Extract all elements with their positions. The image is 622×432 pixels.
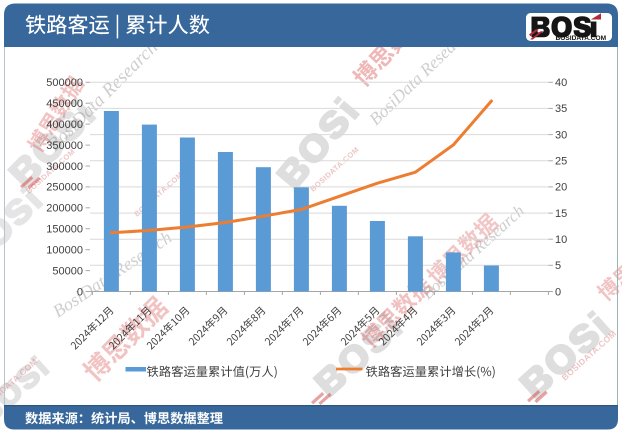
svg-text:0: 0 (77, 286, 83, 298)
svg-text:0: 0 (555, 286, 561, 298)
svg-text:BOSIDATA.COM: BOSIDATA.COM (132, 170, 184, 218)
svg-text:400000: 400000 (46, 119, 83, 131)
svg-text:BOSIDATA.COM: BOSIDATA.COM (308, 145, 360, 193)
svg-text:350000: 350000 (46, 140, 83, 152)
svg-text:500000: 500000 (46, 77, 83, 89)
svg-text:250000: 250000 (46, 182, 83, 194)
svg-text:15: 15 (555, 208, 567, 220)
svg-text:25: 25 (555, 156, 567, 168)
svg-text:20: 20 (555, 182, 567, 194)
svg-text:200000: 200000 (46, 203, 83, 215)
svg-text:300000: 300000 (46, 161, 83, 173)
svg-text:35: 35 (555, 103, 567, 115)
svg-text:100000: 100000 (46, 245, 83, 257)
svg-text:40: 40 (555, 77, 567, 89)
svg-text:30: 30 (555, 129, 567, 141)
svg-text:BosiData Research: BosiData Research (418, 201, 528, 303)
svg-text:150000: 150000 (46, 224, 83, 236)
svg-text:450000: 450000 (46, 98, 83, 110)
svg-text:5: 5 (555, 260, 561, 272)
svg-text:50000: 50000 (52, 265, 83, 277)
svg-text:10: 10 (555, 234, 567, 246)
svg-text:BOSIDATA.COM: BOSIDATA.COM (556, 35, 607, 42)
